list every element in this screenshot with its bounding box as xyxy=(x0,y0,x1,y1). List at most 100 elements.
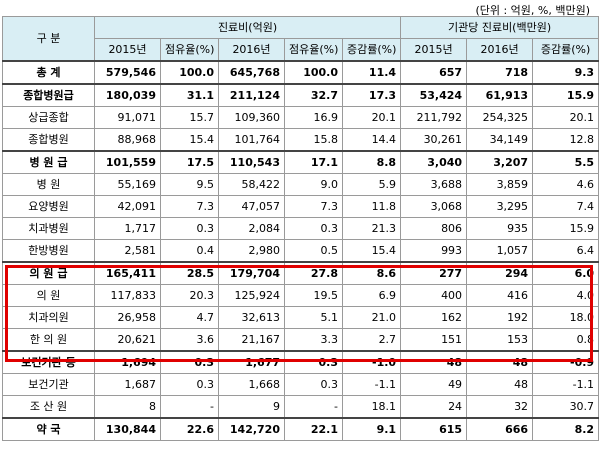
table-cell: 15.9 xyxy=(532,83,600,107)
table-row: 의 원 급 165,411 28.5 179,704 27.8 8.6 277 294 6.0 xyxy=(2,261,600,285)
table-cell: 28.5 xyxy=(160,261,219,285)
table-row: 병 원 급 101,559 17.5 110,543 17.1 8.8 3,040 3,207… xyxy=(2,150,600,174)
table-cell: 21.3 xyxy=(341,217,402,240)
row-label: 조 산 원 xyxy=(2,395,95,419)
table-cell: 993 xyxy=(400,239,468,263)
table-row: 약 국 130,844 22.6 142,720 22.1 9.1 615 666 8.2 xyxy=(2,417,600,441)
table-cell: 142,720 xyxy=(218,417,285,441)
table-cell: 22.1 xyxy=(284,417,343,441)
table-row: 종합병원급 180,039 31.1 211,124 32.7 17.3 53,424 61,… xyxy=(2,83,600,107)
table-cell: 277 xyxy=(400,261,468,285)
col-header: 2015년 xyxy=(400,38,468,62)
table-cell: 2,084 xyxy=(218,217,285,240)
table-cell: 5.1 xyxy=(284,306,343,329)
table-cell: 20.1 xyxy=(341,106,402,129)
table-cell: 100.0 xyxy=(160,60,219,85)
table-cell: -1.1 xyxy=(341,373,402,396)
table-cell: 3,068 xyxy=(400,195,468,218)
table-cell: 91,071 xyxy=(94,106,161,129)
col-header: 증감률(%) xyxy=(532,38,600,62)
table-cell: 31.1 xyxy=(160,83,219,107)
table-cell: 53,424 xyxy=(400,83,468,107)
table-cell: 21,167 xyxy=(218,328,285,352)
row-label: 총 계 xyxy=(2,60,95,85)
table-cell: 3,859 xyxy=(466,173,534,196)
table-cell: -1.1 xyxy=(532,373,600,396)
table-cell: 1,677 xyxy=(218,350,285,374)
table-cell: 162 xyxy=(400,306,468,329)
table-cell: 15.7 xyxy=(160,106,219,129)
table-cell: 32,613 xyxy=(218,306,285,329)
table-cell: 12.8 xyxy=(532,128,600,152)
table-cell: 0.3 xyxy=(160,217,219,240)
row-label: 상급종합 xyxy=(2,106,95,129)
table-cell: 101,764 xyxy=(218,128,285,152)
row-label: 요양병원 xyxy=(2,195,95,218)
table-row: 병 원 55,169 9.5 58,422 9.0 5.9 3,688 3,859 4.6 xyxy=(2,173,600,196)
table-cell: 2.7 xyxy=(341,328,402,352)
table-cell: 180,039 xyxy=(94,83,161,107)
table-cell: 6.4 xyxy=(532,239,600,263)
col-header: 점유율(%) xyxy=(160,38,219,62)
table-cell: 26,958 xyxy=(94,306,161,329)
medical-expense-table: 구 분 진료비(억원) 기관당 진료비(백만원) 2015년 점유율(%) 20… xyxy=(2,16,600,441)
table-cell: 645,768 xyxy=(218,60,285,85)
table-cell: 42,091 xyxy=(94,195,161,218)
table-cell: 294 xyxy=(466,261,534,285)
table-cell: 7.4 xyxy=(532,195,600,218)
table-cell: 3.6 xyxy=(160,328,219,352)
table-row: 상급종합 91,071 15.7 109,360 16.9 20.1 211,792 254,… xyxy=(2,106,600,129)
table-cell: 130,844 xyxy=(94,417,161,441)
col-header: 2015년 xyxy=(94,38,161,62)
table-cell: - xyxy=(284,395,343,419)
table-cell: 49 xyxy=(400,373,468,396)
table-cell: 11.8 xyxy=(341,195,402,218)
table-cell: 9.3 xyxy=(532,60,600,85)
table-cell: 3,688 xyxy=(400,173,468,196)
header-per-institution-group: 기관당 진료비(백만원) xyxy=(400,16,600,39)
table-row: 치과의원 26,958 4.7 32,613 5.1 21.0 162 192 18.0 xyxy=(2,306,600,329)
table-cell: 24 xyxy=(400,395,468,419)
row-label: 보건기관 등 xyxy=(2,350,95,374)
row-label: 치과의원 xyxy=(2,306,95,329)
table-cell: 9.5 xyxy=(160,173,219,196)
table-cell: 18.0 xyxy=(532,306,600,329)
table-cell: 0.3 xyxy=(284,373,343,396)
row-label: 병 원 xyxy=(2,173,95,196)
table-cell: 32.7 xyxy=(284,83,343,107)
table-cell: 8.2 xyxy=(532,417,600,441)
table-cell: 48 xyxy=(400,350,468,374)
table-cell: 6.0 xyxy=(532,261,600,285)
table-row: 한 의 원 20,621 3.6 21,167 3.3 2.7 151 153 0.8 xyxy=(2,328,600,352)
table-cell: 8.6 xyxy=(341,261,402,285)
table-cell: 1,668 xyxy=(218,373,285,396)
table-cell: 20.3 xyxy=(160,284,219,307)
table-row: 조 산 원 8-9-18.1 24 32 30.7 xyxy=(2,395,600,419)
table-cell: 1,717 xyxy=(94,217,161,240)
table-cell: -1.0 xyxy=(341,350,402,374)
col-header: 2016년 xyxy=(466,38,534,62)
row-label: 보건기관 xyxy=(2,373,95,396)
table-cell: 806 xyxy=(400,217,468,240)
table-cell: 192 xyxy=(466,306,534,329)
table-cell: 14.4 xyxy=(341,128,402,152)
table-cell: 179,704 xyxy=(218,261,285,285)
table-cell: 0.3 xyxy=(284,217,343,240)
table-cell: 666 xyxy=(466,417,534,441)
table-cell: 153 xyxy=(466,328,534,352)
table-cell: 3,207 xyxy=(466,150,534,174)
header-category: 구 분 xyxy=(2,16,95,62)
row-label: 한 의 원 xyxy=(2,328,95,352)
table-cell: 27.8 xyxy=(284,261,343,285)
header-expense-group: 진료비(억원) xyxy=(93,16,402,39)
table-cell: 3,295 xyxy=(466,195,534,218)
row-label: 한방병원 xyxy=(2,239,95,263)
row-label: 종합병원급 xyxy=(2,83,95,107)
table-cell: 7.3 xyxy=(284,195,343,218)
table-cell: 211,124 xyxy=(218,83,285,107)
table-cell: 5.5 xyxy=(532,150,600,174)
table-cell: 8 xyxy=(94,395,161,419)
table-cell: 61,913 xyxy=(466,83,534,107)
table-row: 한방병원 2,581 0.4 2,980 0.5 15.4 993 1,057 6.4 xyxy=(2,239,600,263)
table-cell: 1,057 xyxy=(466,239,534,263)
